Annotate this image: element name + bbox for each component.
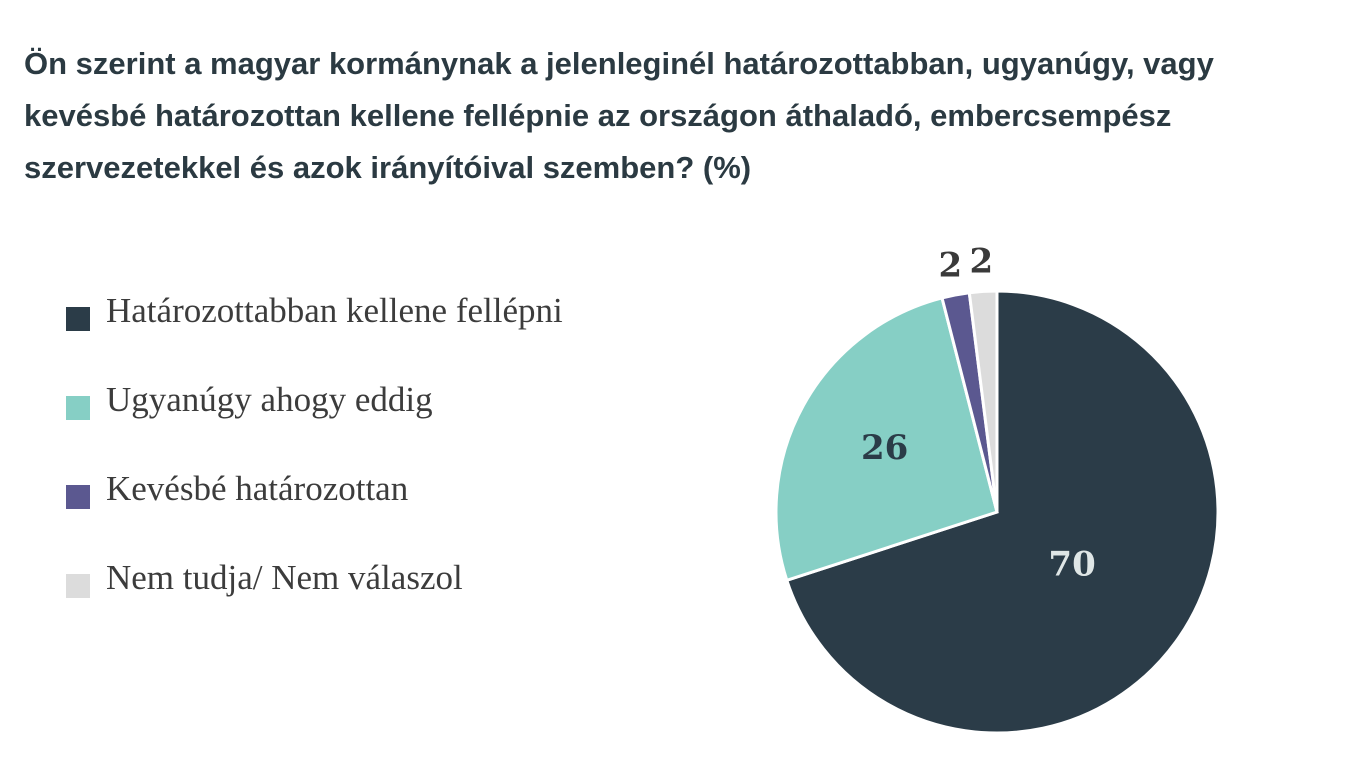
slice-value-label: 2 [939, 245, 963, 285]
legend-label: Kevésbé határozottan [106, 469, 409, 508]
slice-value-label: 70 [1048, 545, 1095, 585]
slice-value-label: 26 [861, 428, 908, 468]
legend-label: Ugyanúgy ahogy eddig [106, 380, 433, 419]
legend-item: Határozottabban kellene fellépni [66, 288, 563, 333]
legend-label: Nem tudja/ Nem válaszol [106, 558, 463, 597]
slice-hatarozottabban [784, 289, 1220, 735]
legend-label: Határozottabban kellene fellépni [106, 291, 563, 330]
legend-item: Nem tudja/ Nem válaszol [66, 555, 563, 600]
slice-nem-tudja [967, 289, 999, 513]
legend-swatch [66, 396, 90, 420]
legend-swatch [66, 574, 90, 598]
chart-title: Ön szerint a magyar kormánynak a jelenle… [24, 46, 1214, 185]
slice-value-label: 2 [970, 241, 994, 281]
legend-item: Ugyanúgy ahogy eddig [66, 377, 563, 422]
slice-ugyanugy [774, 296, 999, 583]
legend: Határozottabban kellene fellépni Ugyanúg… [66, 288, 563, 644]
legend-item: Kevésbé határozottan [66, 466, 563, 511]
legend-swatch [66, 485, 90, 509]
legend-swatch [66, 307, 90, 331]
